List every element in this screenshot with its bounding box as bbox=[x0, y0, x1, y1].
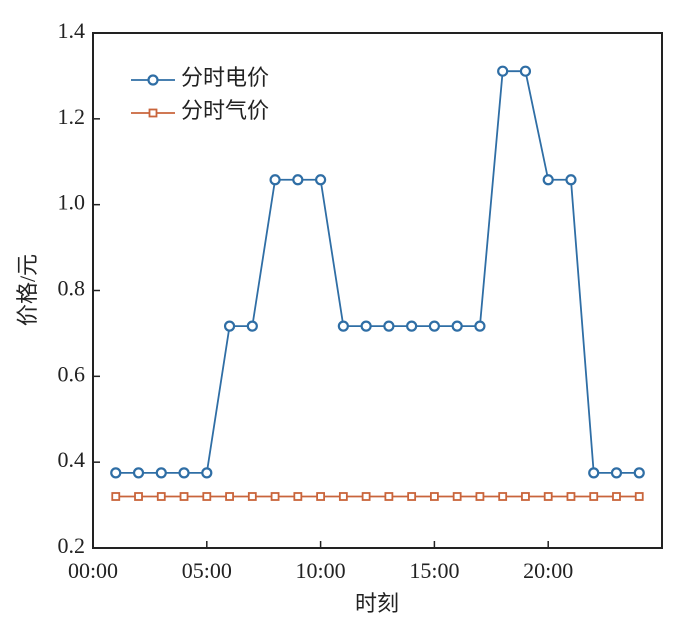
x-tick-label: 00:00 bbox=[68, 558, 118, 583]
x-axis-title: 时刻 bbox=[355, 591, 399, 616]
x-tick-label: 15:00 bbox=[409, 558, 459, 583]
data-point bbox=[111, 492, 121, 501]
data-point bbox=[247, 492, 257, 501]
y-tick-label: 0.2 bbox=[58, 533, 86, 558]
data-point bbox=[565, 174, 577, 186]
data-point bbox=[134, 492, 143, 501]
data-point bbox=[338, 492, 348, 501]
data-point bbox=[543, 492, 553, 501]
series-line bbox=[115, 70, 640, 474]
data-point bbox=[316, 492, 326, 501]
data-point bbox=[225, 492, 234, 501]
data-point bbox=[132, 467, 145, 479]
y-tick-label: 0.4 bbox=[58, 447, 86, 472]
data-point bbox=[292, 174, 304, 186]
data-point bbox=[542, 174, 554, 186]
data-point bbox=[475, 492, 485, 501]
x-tick-label: 20:00 bbox=[523, 558, 573, 583]
y-tick-label: 0.8 bbox=[58, 276, 86, 301]
data-point bbox=[383, 320, 395, 332]
data-point bbox=[519, 65, 532, 77]
plot-frame bbox=[92, 32, 663, 549]
legend-label: 分时气价 bbox=[181, 98, 269, 123]
data-point bbox=[202, 492, 212, 501]
data-point bbox=[429, 492, 439, 501]
data-point bbox=[474, 320, 486, 332]
data-point bbox=[179, 492, 189, 501]
data-point bbox=[633, 467, 645, 479]
y-tick-label: 1.2 bbox=[58, 104, 86, 129]
data-point bbox=[407, 492, 417, 501]
x-tick-label: 10:00 bbox=[296, 558, 346, 583]
legend-marker bbox=[148, 108, 158, 118]
data-point bbox=[610, 467, 623, 479]
data-point bbox=[406, 320, 418, 332]
data-point bbox=[452, 492, 462, 501]
y-tick-label: 1.4 bbox=[58, 18, 86, 43]
data-point bbox=[588, 467, 600, 479]
data-point bbox=[110, 467, 122, 479]
data-point bbox=[384, 492, 394, 501]
x-tick-label: 05:00 bbox=[182, 558, 232, 583]
data-point bbox=[634, 492, 644, 501]
y-axis-title: 价格/元 bbox=[15, 254, 40, 326]
data-point bbox=[361, 492, 371, 501]
data-point bbox=[223, 320, 236, 332]
data-point bbox=[360, 320, 372, 332]
y-tick-label: 0.6 bbox=[58, 361, 86, 386]
y-tick-label: 1.0 bbox=[58, 190, 86, 215]
legend-label: 分时电价 bbox=[181, 65, 269, 90]
data-point bbox=[521, 492, 530, 501]
data-point bbox=[566, 492, 576, 501]
data-point bbox=[155, 467, 167, 479]
data-point bbox=[612, 492, 621, 501]
data-point bbox=[156, 492, 166, 501]
data-point bbox=[451, 320, 463, 332]
data-point bbox=[315, 174, 327, 186]
data-point bbox=[497, 65, 509, 77]
data-point bbox=[270, 492, 280, 501]
data-point bbox=[589, 492, 599, 501]
data-point bbox=[428, 320, 440, 332]
data-point bbox=[201, 467, 213, 479]
data-point bbox=[293, 492, 303, 501]
data-point bbox=[269, 174, 281, 186]
legend-marker bbox=[147, 74, 159, 86]
data-point bbox=[498, 492, 508, 501]
data-point bbox=[337, 320, 349, 332]
data-point bbox=[178, 467, 190, 479]
data-point bbox=[246, 320, 258, 332]
